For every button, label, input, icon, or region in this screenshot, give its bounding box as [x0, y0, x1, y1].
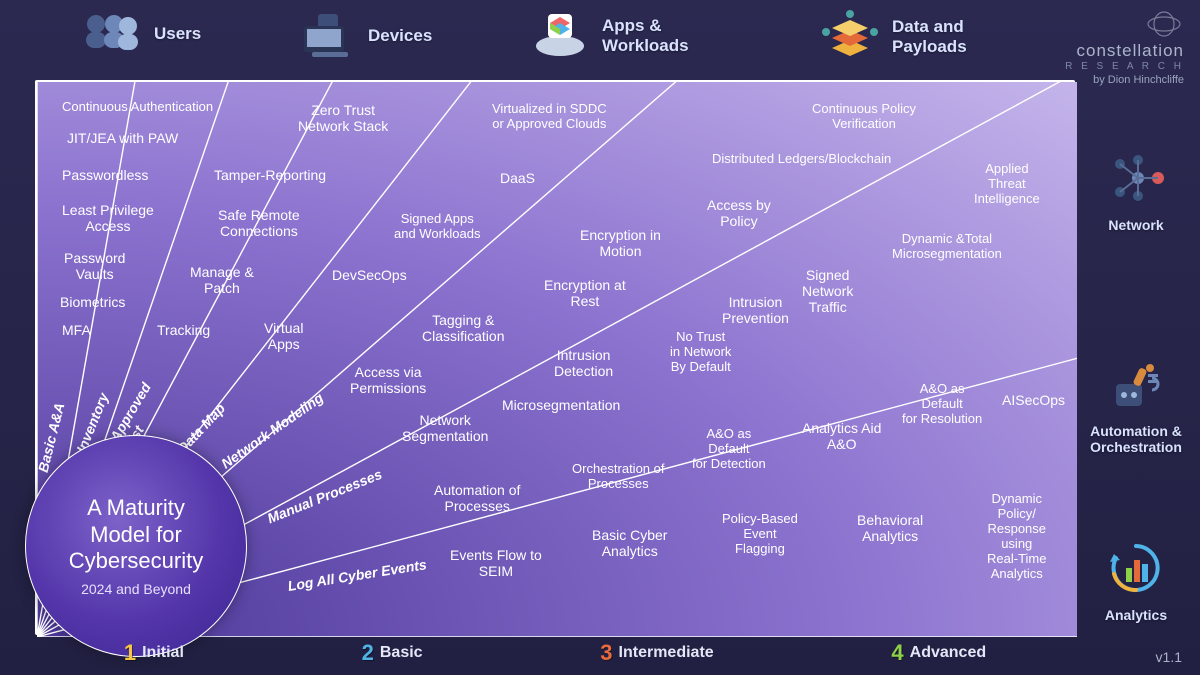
- chart-item: Orchestration ofProcesses: [572, 462, 665, 492]
- stage-number: 2: [362, 640, 374, 666]
- apps-icon: [530, 8, 590, 63]
- right-category-label: Analytics: [1086, 607, 1186, 623]
- chart-item: DaaS: [500, 170, 535, 186]
- chart-item: Manage &Patch: [190, 264, 254, 296]
- chart-item: AISecOps: [1002, 392, 1065, 408]
- stage-label: Intermediate: [619, 644, 714, 662]
- chart-item: PasswordVaults: [64, 250, 125, 282]
- chart-item: Microsegmentation: [502, 397, 620, 413]
- stage-intermediate: 3 Intermediate: [600, 640, 713, 666]
- analytics-icon: [1086, 540, 1186, 601]
- top-category-data: Data andPayloads: [820, 8, 967, 65]
- right-category-automation: Automation &Orchestration: [1086, 360, 1186, 455]
- chart-item: Access viaPermissions: [350, 364, 426, 396]
- right-category-network: Network: [1086, 150, 1186, 233]
- chart-item: DevSecOps: [332, 267, 407, 283]
- chart-item: Dynamic &TotalMicrosegmentation: [892, 232, 1002, 262]
- right-category-label: Network: [1086, 217, 1186, 233]
- chart-item: Events Flow toSEIM: [450, 547, 542, 579]
- automation-icon: [1086, 360, 1186, 417]
- chart-item: DynamicPolicy/ResponseusingReal-TimeAnal…: [987, 492, 1046, 582]
- data-icon: [820, 8, 880, 65]
- chart-item: A&O asDefaultfor Resolution: [902, 382, 982, 427]
- top-category-users: Users: [80, 8, 201, 59]
- stage-label: Initial: [142, 644, 184, 662]
- byline: by Dion Hinchcliffe: [1065, 74, 1184, 86]
- top-category-devices: Devices: [300, 8, 432, 63]
- chart-item: Policy-BasedEventFlagging: [722, 512, 798, 557]
- chart-item: Safe RemoteConnections: [218, 207, 300, 239]
- chart-item: Encryption inMotion: [580, 227, 661, 259]
- chart-item: Continuous Authentication: [62, 100, 213, 115]
- stage-label: Advanced: [910, 644, 986, 662]
- top-category-label: Devices: [368, 26, 432, 46]
- top-category-label: Users: [154, 24, 201, 44]
- chart-item: Virtualized in SDDCor Approved Clouds: [492, 102, 607, 132]
- chart-item: Automation ofProcesses: [434, 482, 520, 514]
- devices-icon: [300, 8, 356, 63]
- chart-item: A&O asDefaultfor Detection: [692, 427, 766, 472]
- logo-name: constellation: [1065, 41, 1184, 61]
- chart-item: Tamper-Reporting: [214, 167, 326, 183]
- stage-initial: 1 Initial: [124, 640, 184, 666]
- stage-number: 4: [891, 640, 903, 666]
- network-icon: [1086, 150, 1186, 211]
- version-label: v1.1: [1156, 649, 1182, 665]
- top-category-label: Data andPayloads: [892, 17, 967, 56]
- chart-item: Signed Appsand Workloads: [394, 212, 480, 242]
- chart-item: Access byPolicy: [707, 197, 771, 229]
- title-line: A Maturity Model for Cybersecurity: [69, 495, 203, 574]
- chart-item: MFA: [62, 322, 91, 338]
- chart-item: Encryption atRest: [544, 277, 626, 309]
- stage-label: Basic: [380, 644, 423, 662]
- chart-item: No Trustin NetworkBy Default: [670, 330, 731, 375]
- maturity-stages: 1 Initial 2 Basic 3 Intermediate 4 Advanced: [35, 639, 1075, 667]
- chart-item: AppliedThreatIntelligence: [974, 162, 1040, 207]
- stage-number: 3: [600, 640, 612, 666]
- chart-item: JIT/JEA with PAW: [67, 130, 178, 146]
- chart-item: Analytics AidA&O: [802, 420, 881, 452]
- infographic-root: constellation R E S E A R C H by Dion Hi…: [0, 0, 1200, 675]
- chart-item: Distributed Ledgers/Blockchain: [712, 152, 891, 167]
- title-subtitle: 2024 and Beyond: [81, 581, 191, 597]
- stage-basic: 2 Basic: [362, 640, 423, 666]
- chart-item: IntrusionDetection: [554, 347, 613, 379]
- users-icon: [80, 8, 142, 59]
- chart-item: SignedNetworkTraffic: [802, 267, 853, 315]
- chart-item: IntrusionPrevention: [722, 294, 789, 326]
- top-category-apps: Apps &Workloads: [530, 8, 689, 63]
- logo-block: constellation R E S E A R C H by Dion Hi…: [1065, 10, 1184, 86]
- chart-item: Passwordless: [62, 167, 148, 183]
- stage-number: 1: [124, 640, 136, 666]
- chart-item: Tagging &Classification: [422, 312, 504, 344]
- chart-item: Biometrics: [60, 294, 125, 310]
- chart-item: VirtualApps: [264, 320, 303, 352]
- chart-item: NetworkSegmentation: [402, 412, 488, 444]
- chart-item: Tracking: [157, 322, 210, 338]
- chart-item: Basic CyberAnalytics: [592, 527, 667, 559]
- chart-item: Least PrivilegeAccess: [62, 202, 154, 234]
- chart-item: BehavioralAnalytics: [857, 512, 923, 544]
- fan-chart: Continuous Authentication JIT/JEA with PA…: [35, 80, 1075, 635]
- chart-item: Zero TrustNetwork Stack: [298, 102, 388, 134]
- logo-sub: R E S E A R C H: [1065, 61, 1184, 72]
- right-category-analytics: Analytics: [1086, 540, 1186, 623]
- chart-item: Continuous PolicyVerification: [812, 102, 916, 132]
- top-category-label: Apps &Workloads: [602, 16, 689, 55]
- title-circle: A Maturity Model for Cybersecurity 2024 …: [25, 435, 247, 657]
- right-category-label: Automation &Orchestration: [1086, 423, 1186, 455]
- stage-advanced: 4 Advanced: [891, 640, 986, 666]
